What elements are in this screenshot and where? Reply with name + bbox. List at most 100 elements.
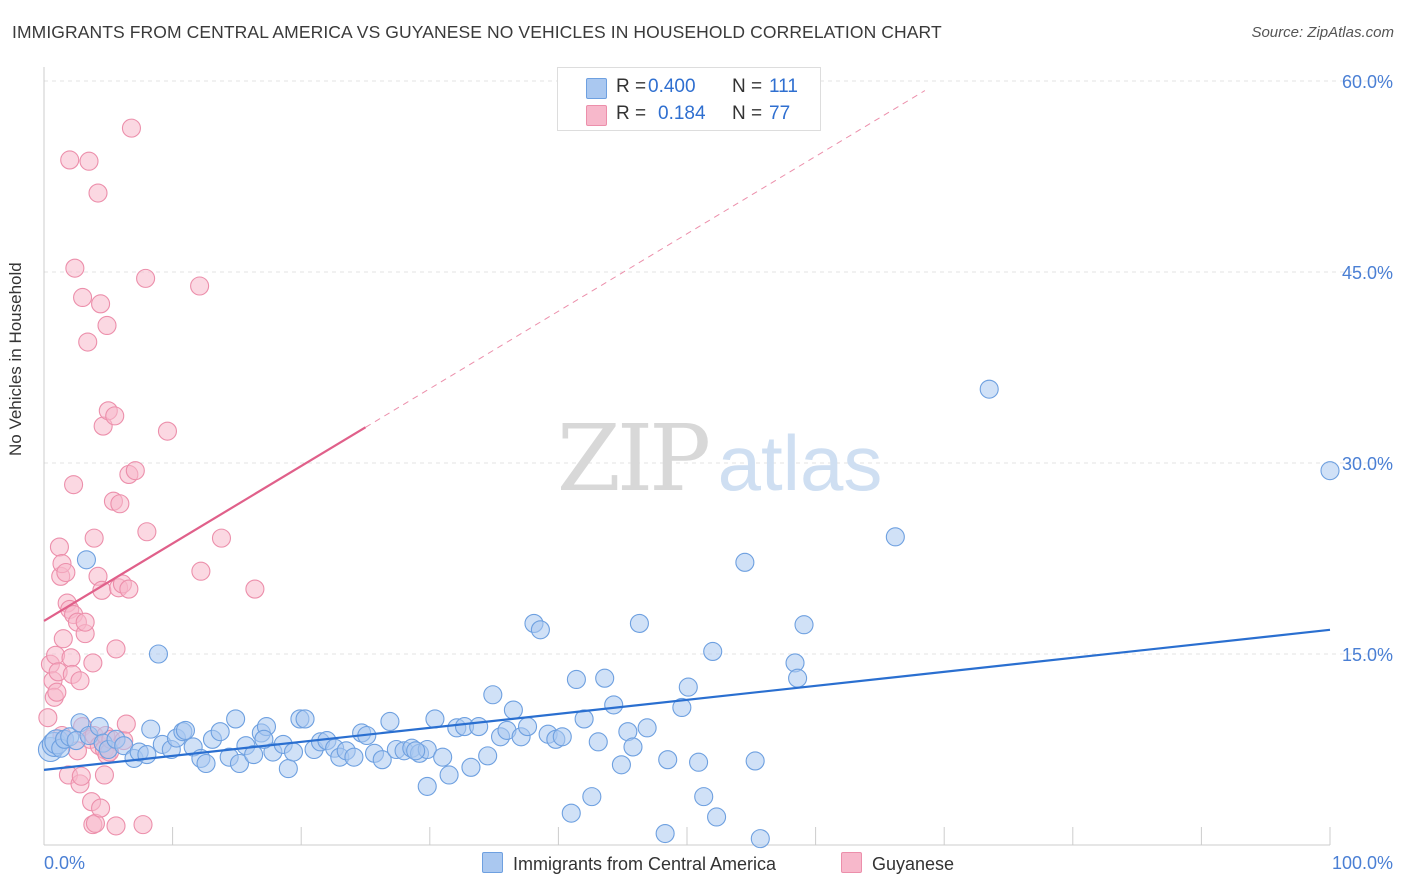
guyanese-point — [106, 816, 126, 836]
central-america-point — [244, 745, 264, 765]
central-america-point — [483, 685, 503, 705]
trend-lines — [43, 90, 1331, 771]
central-america-point — [658, 750, 678, 770]
guyanese-point — [53, 629, 73, 649]
guyanese-point — [88, 183, 108, 203]
central-america-point — [689, 752, 709, 772]
guyanese-point — [106, 639, 126, 659]
central-america-point — [629, 613, 649, 633]
central-america-point — [344, 747, 364, 767]
legend-r-label: R = — [616, 103, 647, 124]
legend-n-label: N = — [732, 103, 763, 124]
central-america-point — [433, 747, 453, 767]
guyanese-point — [137, 522, 157, 542]
guyanese-point — [245, 579, 265, 599]
central-america-point — [196, 753, 216, 774]
guyanese-point — [56, 562, 76, 583]
guyanese-point — [79, 151, 99, 171]
central-america-point — [372, 750, 392, 770]
central-america-point — [979, 379, 999, 399]
guyanese-point — [70, 671, 90, 691]
central-america-point — [694, 787, 714, 807]
guyanese-point — [61, 648, 81, 668]
tick-labels: 15.0% 30.0% 45.0% 60.0% 0.0% 100.0% — [44, 72, 1393, 873]
central-america-point — [283, 742, 304, 762]
watermark-zip: ZIP — [557, 405, 708, 512]
central-america-point — [503, 700, 523, 720]
central-america-point — [794, 615, 814, 635]
central-america-point — [530, 620, 550, 640]
watermark-atlas: atlas — [718, 419, 883, 507]
central-america-point — [148, 644, 169, 664]
y-tick-label: 60.0% — [1342, 72, 1393, 92]
guyanese-point — [157, 421, 178, 441]
y-tick-label: 30.0% — [1342, 454, 1393, 474]
central-america-point — [566, 669, 586, 690]
central-america-point — [707, 807, 727, 827]
central-america-point — [588, 732, 608, 752]
guyanese-point — [73, 287, 93, 308]
central-america-point — [469, 717, 489, 737]
central-america-point — [1320, 461, 1340, 481]
central-america-point — [254, 729, 274, 749]
central-america-point — [141, 719, 161, 739]
guyanese-point — [91, 798, 111, 818]
central-america-point — [595, 668, 615, 688]
central-america-point — [885, 527, 905, 547]
bottom-legend-central-america: Immigrants from Central America — [482, 852, 776, 875]
guyanese-point — [91, 294, 111, 314]
central-america-point — [750, 829, 770, 849]
central-america-point — [611, 755, 631, 775]
source-label: Source: ZipAtlas.com — [1251, 24, 1394, 41]
guyanese-point — [190, 276, 210, 296]
y-axis-label: No Vehicles in Household — [6, 262, 25, 456]
guyanese-point — [71, 766, 91, 786]
chart-title: IMMIGRANTS FROM CENTRAL AMERICA VS GUYAN… — [12, 22, 942, 42]
guyanese-point — [78, 332, 98, 352]
bottom-swatch-blue — [482, 852, 503, 873]
bottom-legend-guyanese: Guyanese — [841, 852, 954, 875]
bottom-swatch-pink — [841, 852, 862, 873]
guyanese-point — [119, 579, 139, 599]
legend-r-value: 0.184 — [658, 103, 706, 124]
guyanese-point — [64, 475, 84, 495]
guyanese-point — [133, 815, 153, 835]
guyanese-point — [125, 461, 145, 481]
central-america-point — [655, 823, 675, 844]
central-america-point — [278, 759, 298, 779]
central-america-point — [380, 711, 400, 732]
guyanese-point — [110, 494, 130, 514]
legend-n-label: N = — [732, 76, 763, 97]
central-america-point — [735, 552, 755, 572]
central-america-point — [478, 746, 498, 766]
central-america-point — [582, 787, 602, 807]
guyanese-point — [105, 406, 125, 426]
central-america-point — [89, 717, 109, 737]
central-america-point — [561, 803, 581, 823]
guyanese-point — [121, 118, 141, 138]
central-america-point — [137, 745, 157, 765]
guyanese-point — [75, 612, 95, 632]
central-america-point — [406, 741, 426, 761]
central-america-point — [461, 757, 481, 777]
guyanese-point — [65, 258, 85, 278]
bottom-legend-label: Immigrants from Central America — [513, 854, 777, 874]
guyanese-point — [49, 537, 69, 557]
central-america-point — [623, 737, 643, 757]
guyanese-trend-line — [43, 426, 367, 622]
central-america-point — [604, 695, 624, 715]
legend-r-value: 0.400 — [648, 76, 696, 97]
x-tick-label: 0.0% — [44, 853, 85, 873]
watermark: ZIP atlas — [557, 405, 882, 512]
legend-r-label: R = — [616, 76, 647, 97]
legend-n-value: 77 — [769, 103, 791, 124]
guyanese-point — [191, 561, 211, 581]
x-tick-label: 100.0% — [1332, 853, 1393, 873]
guyanese-point — [116, 714, 136, 734]
guyanese-point — [94, 765, 114, 785]
central-america-point — [788, 668, 808, 688]
guyanese-trend-extension — [365, 90, 926, 428]
correlation-legend: R = 0.400 N = 111 R = 0.184 N = 77 — [557, 67, 821, 131]
central-america-point — [678, 677, 698, 697]
guyanese-point — [60, 150, 80, 170]
